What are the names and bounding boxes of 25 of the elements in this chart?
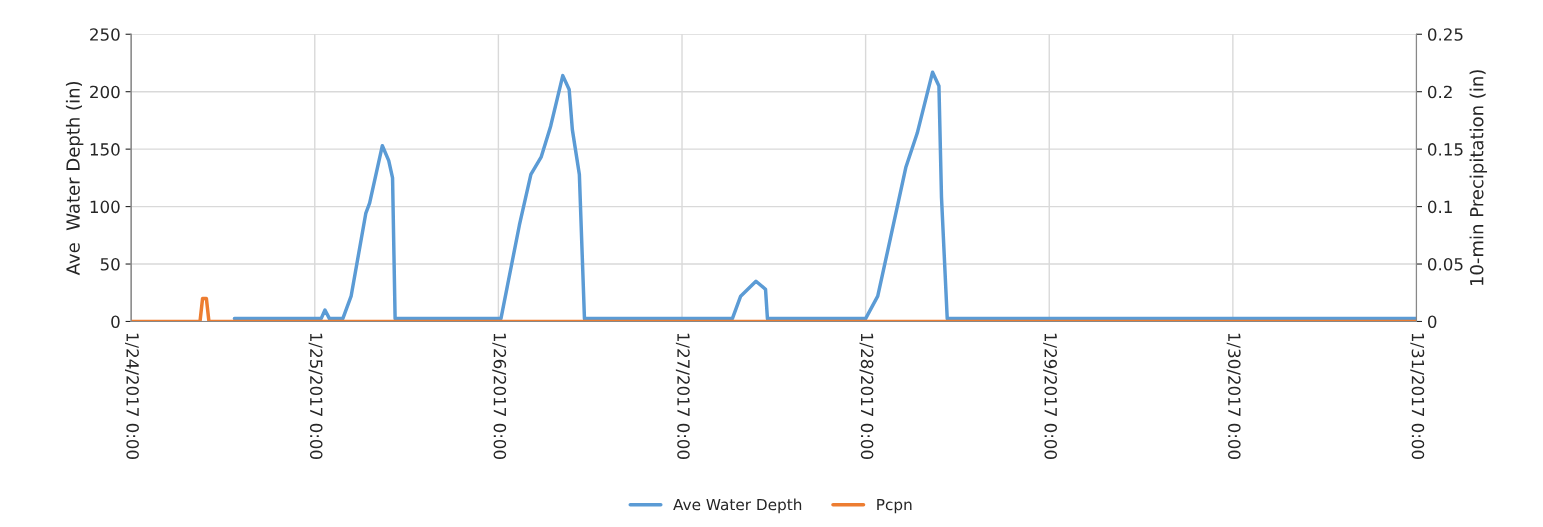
x-tick-label: 1/29/2017 0:00 [1043,333,1058,459]
y-axis-title: Ave Water Depth (in) [65,81,84,276]
x-tick-label: 1/24/2017 0:00 [125,333,139,459]
y2-tick-label: 0 [1427,315,1437,329]
y-tick-label: 0 [111,315,120,329]
y2-tick-label: 0.15 [1427,143,1463,156]
y-tick-label: 200 [90,85,120,99]
y2-tick-label: 0.1 [1427,200,1452,214]
y-tick-label: 50 [100,257,120,271]
x-tick-label: 1/26/2017 0:00 [492,333,507,459]
y-tick-label: 250 [90,28,120,41]
legend-label: Ave Water Depth [673,498,802,514]
y2-tick-label: 0.25 [1427,28,1463,41]
x-tick-label: 1/31/2017 0:00 [1410,333,1425,459]
y2-tick-label: 0.2 [1427,85,1452,99]
x-tick-label: 1/25/2017 0:00 [308,333,323,459]
x-tick-label: 1/28/2017 0:00 [859,333,874,459]
y2-axis-title: 10-min Precipitation (in) [1469,70,1488,286]
y-tick-label: 150 [90,143,120,156]
x-tick-label: 1/27/2017 0:00 [675,333,690,459]
x-tick-label: 1/30/2017 0:00 [1226,333,1241,459]
y-tick-label: 100 [90,200,120,214]
y2-tick-label: 0.05 [1427,257,1463,271]
legend-label: Pcpn [877,498,912,514]
line-series [232,70,1417,321]
